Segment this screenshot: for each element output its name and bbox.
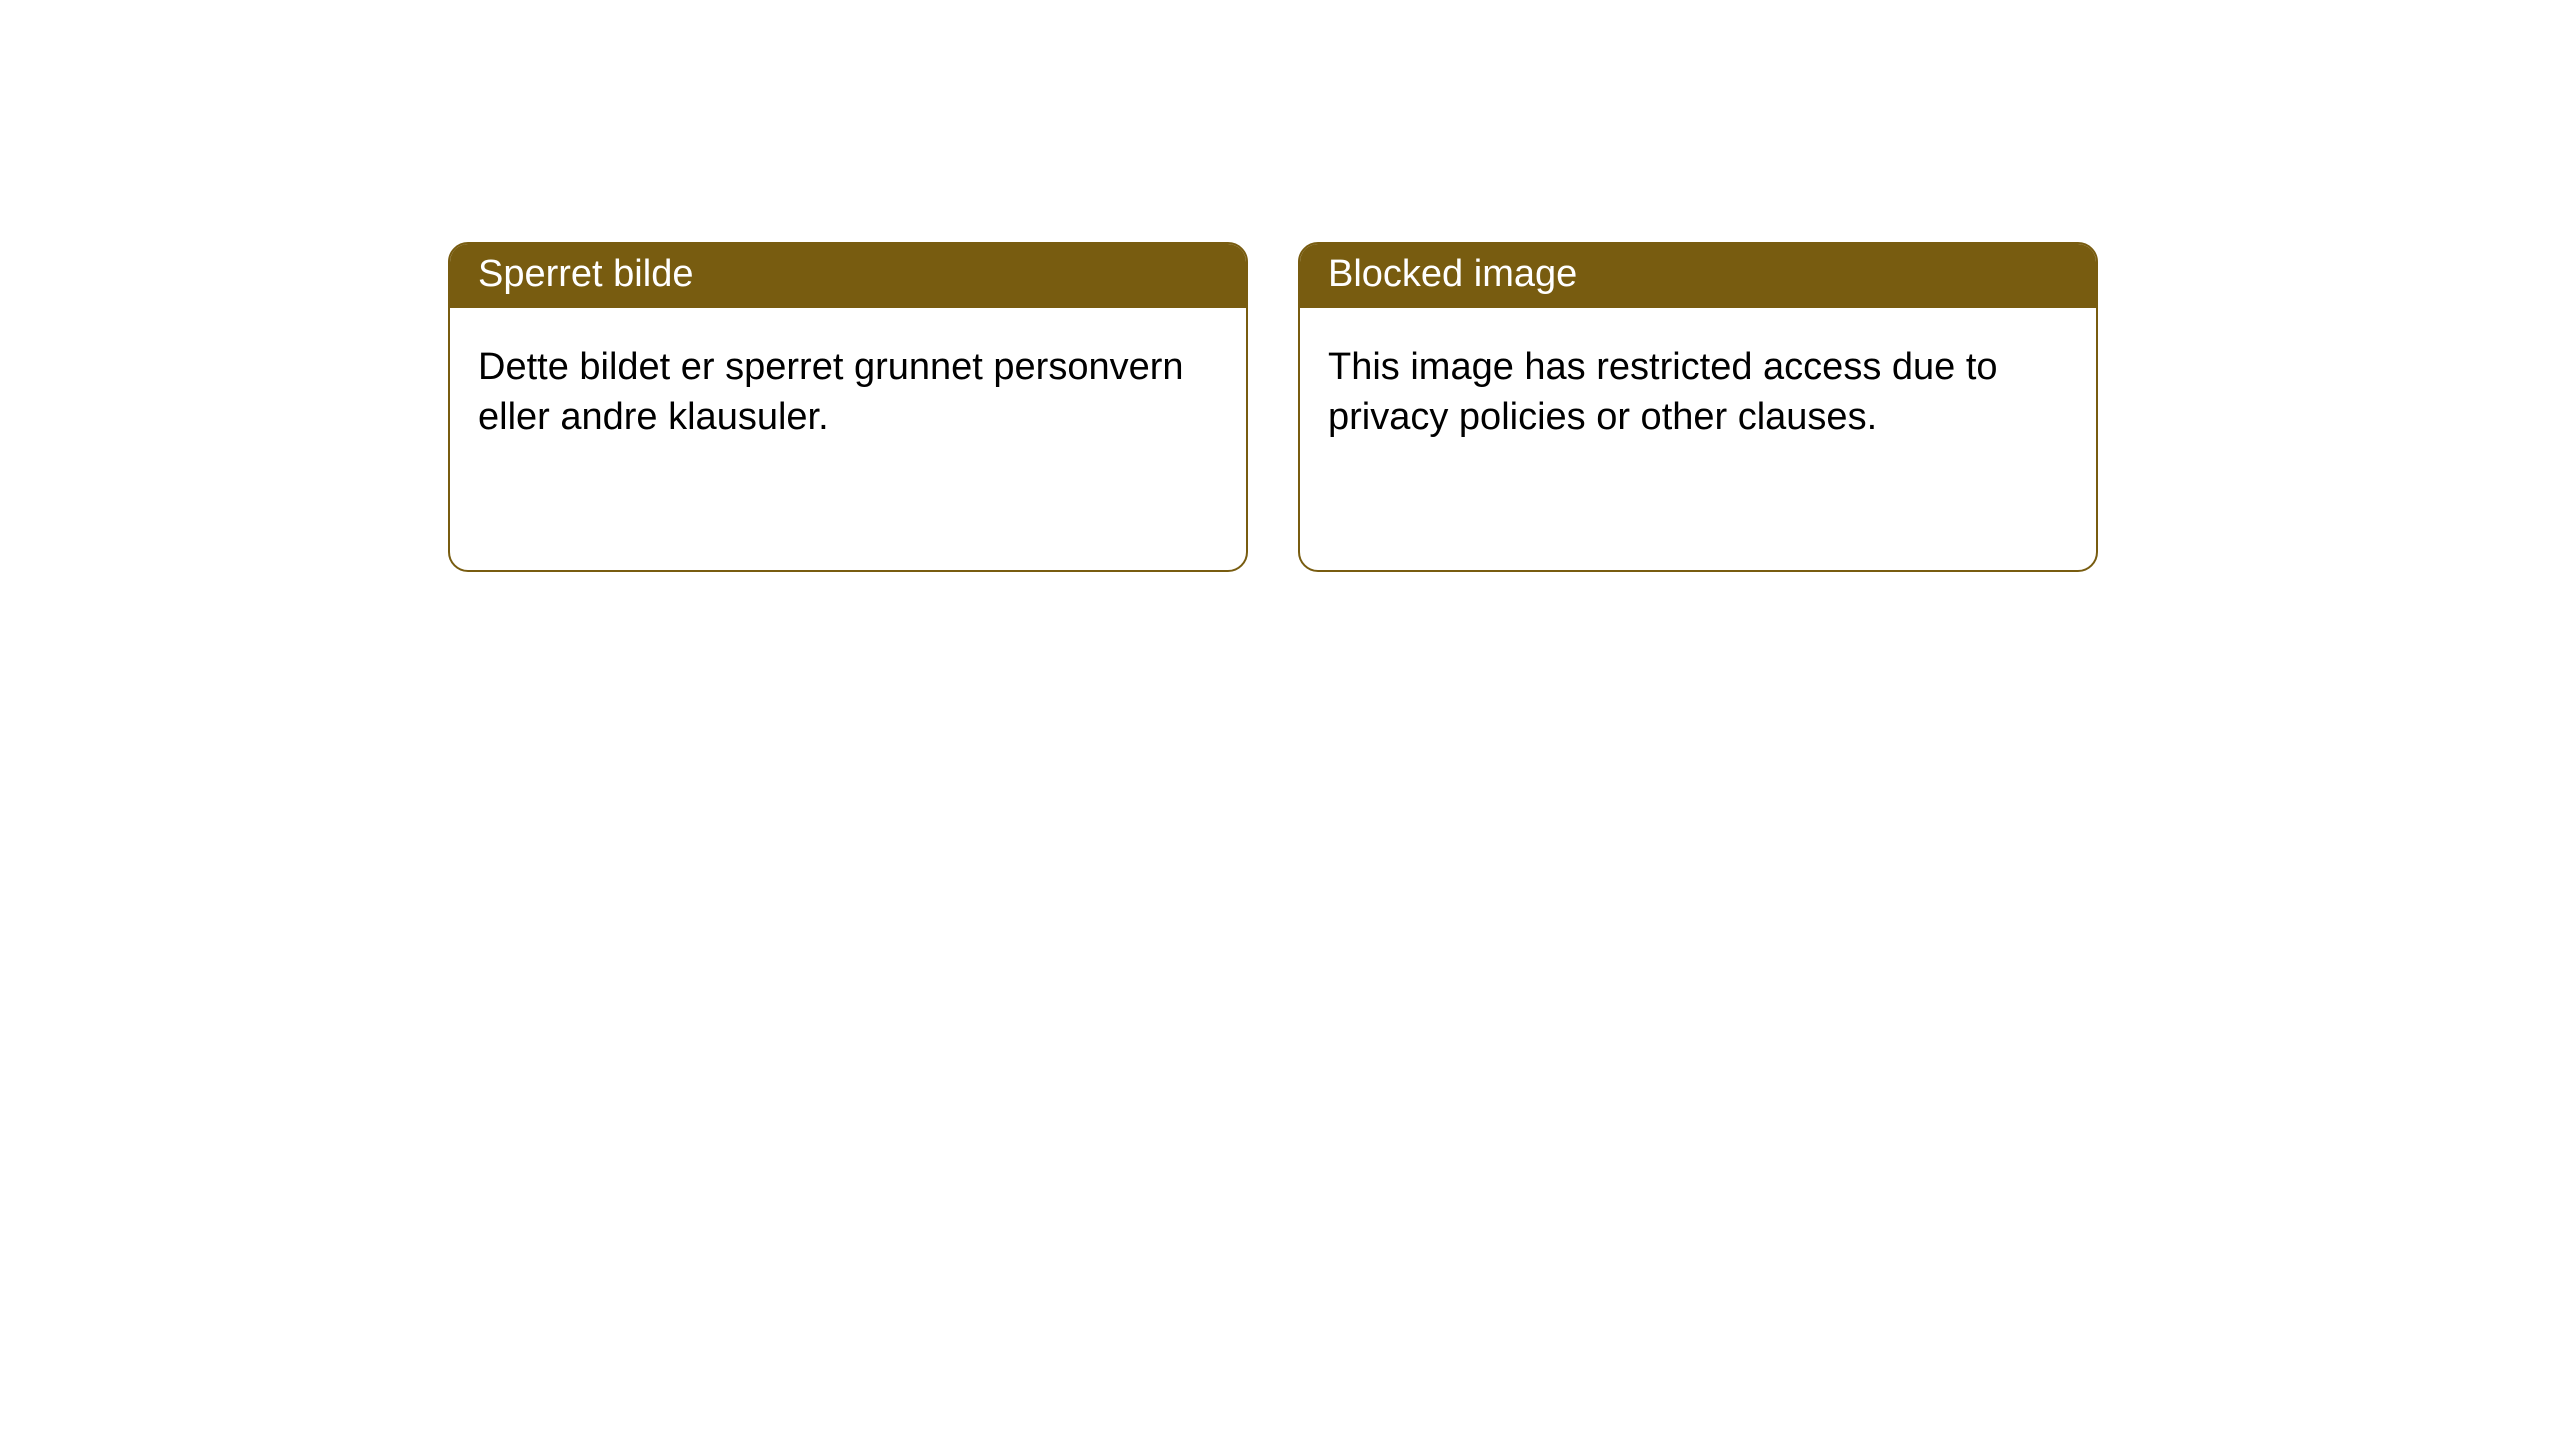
notice-card-norwegian: Sperret bilde Dette bildet er sperret gr… — [448, 242, 1248, 572]
notice-header: Blocked image — [1300, 244, 2096, 308]
notice-body: This image has restricted access due to … — [1300, 308, 2096, 476]
notice-container: Sperret bilde Dette bildet er sperret gr… — [0, 0, 2560, 572]
notice-card-english: Blocked image This image has restricted … — [1298, 242, 2098, 572]
notice-header: Sperret bilde — [450, 244, 1246, 308]
notice-body: Dette bildet er sperret grunnet personve… — [450, 308, 1246, 476]
